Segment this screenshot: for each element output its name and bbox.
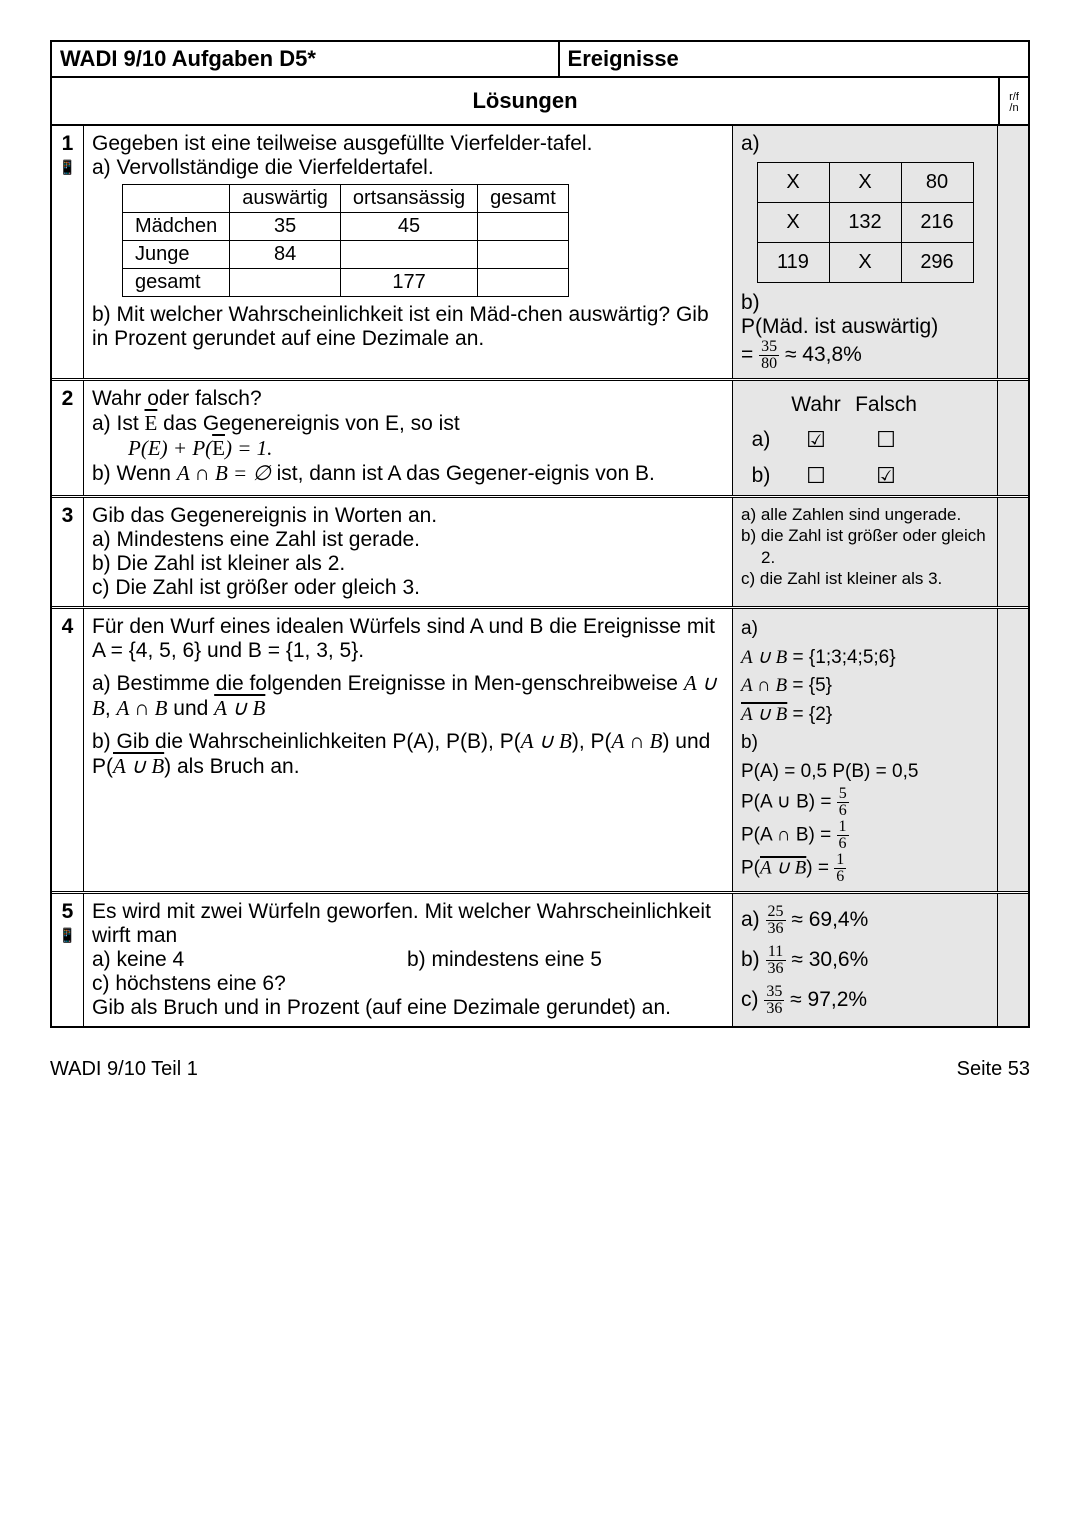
q2-answer: WahrFalsch a)☑☐ b)☐☑ [733, 381, 998, 495]
solutions-title: Lösungen [52, 78, 998, 124]
checkbox-empty-icon: ☐ [851, 427, 921, 453]
q3-intro: Gib das Gegenereignis in Worten an. [92, 504, 722, 528]
q4-ans-b2: P(A ∪ B) = 56 [741, 786, 989, 819]
q1-text: Gegeben ist eine teilweise ausgefüllte V… [84, 126, 733, 378]
subheader-row: Lösungen r/f /n [52, 78, 1028, 126]
q4-b: b) Gib die Wahrscheinlichkeiten P(A), P(… [92, 729, 722, 779]
q1-rf [998, 126, 1028, 378]
q1-table: auswärtigortsansässiggesamt Mädchen3545 … [122, 184, 569, 297]
q3-a: a) Mindestens eine Zahl ist gerade. [92, 528, 722, 552]
q1-ans-b-eq: = 3580 ≈ 43,8% [741, 339, 989, 372]
question-5: 5 📱 Es wird mit zwei Würfeln geworfen. M… [52, 894, 1028, 1026]
q3-rf [998, 498, 1028, 606]
q3-b: b) Die Zahl ist kleiner als 2. [92, 552, 722, 576]
q4-rf [998, 609, 1028, 891]
q4-line1: Für den Wurf eines idealen Würfels sind … [92, 615, 722, 663]
checkbox-checked-icon: ☑ [781, 427, 851, 453]
q1-answer: a) XX80 X132216 119X296 b) P(Mäd. ist au… [733, 126, 998, 378]
q5-ans-b: b) 1136 ≈ 30,6% [741, 940, 989, 980]
q2-b: b) Wenn A ∩ B = ∅ ist, dann ist A das Ge… [92, 461, 722, 486]
calculator-icon: 📱 [52, 160, 83, 174]
q2-a-eq: P(E) + P(E) = 1. [92, 436, 722, 461]
q5-a: a) keine 4 [92, 948, 407, 972]
q1-intro: Gegeben ist eine teilweise ausgefüllte V… [92, 132, 722, 156]
question-2: 2 Wahr oder falsch? a) Ist E das Gegener… [52, 381, 1028, 498]
q1-ans-b-label: b) [741, 291, 989, 315]
q4-ans-b4: P(A ∪ B) = 16 [741, 852, 989, 885]
q4-a: a) Bestimme die folgenden Ereignisse in … [92, 671, 722, 721]
question-1: 1 📱 Gegeben ist eine teilweise ausgefüll… [52, 126, 1028, 381]
calculator-icon: 📱 [52, 928, 83, 942]
q5-ans-a: a) 2536 ≈ 69,4% [741, 900, 989, 940]
checkbox-checked-icon: ☑ [851, 463, 921, 489]
checkbox-empty-icon: ☐ [781, 463, 851, 489]
header-left: WADI 9/10 Aufgaben D5* [52, 42, 560, 76]
q2-intro: Wahr oder falsch? [92, 387, 722, 411]
q5-answer: a) 2536 ≈ 69,4% b) 1136 ≈ 30,6% c) 3536 … [733, 894, 998, 1026]
q3-ans-b: b) die Zahl ist größer oder gleich 2. [741, 525, 989, 568]
q5-line2: Gib als Bruch und in Prozent (auf eine D… [92, 996, 722, 1020]
q3-text: Gib das Gegenereignis in Worten an. a) M… [84, 498, 733, 606]
q4-number: 4 [52, 609, 84, 891]
q1-ans-table: XX80 X132216 119X296 [757, 162, 974, 283]
q4-ans-b3: P(A ∩ B) = 16 [741, 819, 989, 852]
q2-ans-a: a) [741, 428, 781, 452]
q2-rf [998, 381, 1028, 495]
header-row: WADI 9/10 Aufgaben D5* Ereignisse [52, 42, 1028, 78]
q4-ans-a3: A ∪ B = {2} [741, 701, 989, 730]
q4-ans-a-label: a) [741, 615, 989, 644]
q4-ans-a1: A ∪ B = {1;3;4;5;6} [741, 644, 989, 673]
page-footer: WADI 9/10 Teil 1 Seite 53 [50, 1058, 1030, 1081]
footer-right: Seite 53 [957, 1058, 1030, 1081]
q2-a: a) Ist E das Gegenereignis von E, so ist [92, 411, 722, 436]
rf-label: r/f /n [998, 78, 1028, 124]
q1-ans-b-text: P(Mäd. ist auswärtig) [741, 315, 989, 339]
q5-b: b) mindestens eine 5 [407, 948, 722, 972]
q2-ans-b: b) [741, 464, 781, 488]
q5-line1: Es wird mit zwei Würfeln geworfen. Mit w… [92, 900, 722, 948]
q4-ans-a2: A ∩ B = {5} [741, 672, 989, 701]
q3-answer: a) alle Zahlen sind ungerade. b) die Zah… [733, 498, 998, 606]
q1-number: 1 📱 [52, 126, 84, 378]
q4-ans-b-label: b) [741, 729, 989, 758]
question-3: 3 Gib das Gegenereignis in Worten an. a)… [52, 498, 1028, 609]
q5-number: 5 📱 [52, 894, 84, 1026]
q4-ans-b1: P(A) = 0,5 P(B) = 0,5 [741, 758, 989, 787]
q2-number: 2 [52, 381, 84, 495]
q5-rf [998, 894, 1028, 1026]
q5-text: Es wird mit zwei Würfeln geworfen. Mit w… [84, 894, 733, 1026]
q5-ans-c: c) 3536 ≈ 97,2% [741, 980, 989, 1020]
q5-c: c) höchstens eine 6? [92, 972, 722, 996]
q3-ans-a: a) alle Zahlen sind ungerade. [741, 504, 989, 525]
q4-answer: a) A ∪ B = {1;3;4;5;6} A ∩ B = {5} A ∪ B… [733, 609, 998, 891]
question-4: 4 Für den Wurf eines idealen Würfels sin… [52, 609, 1028, 894]
q2-text: Wahr oder falsch? a) Ist E das Gegenerei… [84, 381, 733, 495]
q1-a: a) Vervollständige die Vierfeldertafel. [92, 156, 722, 180]
q3-number: 3 [52, 498, 84, 606]
q4-text: Für den Wurf eines idealen Würfels sind … [84, 609, 733, 891]
q2-wf-table: WahrFalsch a)☑☐ b)☐☑ [741, 393, 989, 489]
q5-ab: a) keine 4 b) mindestens eine 5 [92, 948, 722, 972]
q1-b: b) Mit welcher Wahrscheinlichkeit ist ei… [92, 303, 722, 351]
header-right: Ereignisse [560, 42, 1028, 76]
footer-left: WADI 9/10 Teil 1 [50, 1058, 198, 1081]
q3-c: c) Die Zahl ist größer oder gleich 3. [92, 576, 722, 600]
q1-ans-a-label: a) [741, 132, 989, 156]
worksheet: WADI 9/10 Aufgaben D5* Ereignisse Lösung… [50, 40, 1030, 1028]
falsch-header: Falsch [851, 393, 921, 417]
q3-ans-c: c) die Zahl ist kleiner als 3. [741, 568, 989, 589]
wahr-header: Wahr [781, 393, 851, 417]
